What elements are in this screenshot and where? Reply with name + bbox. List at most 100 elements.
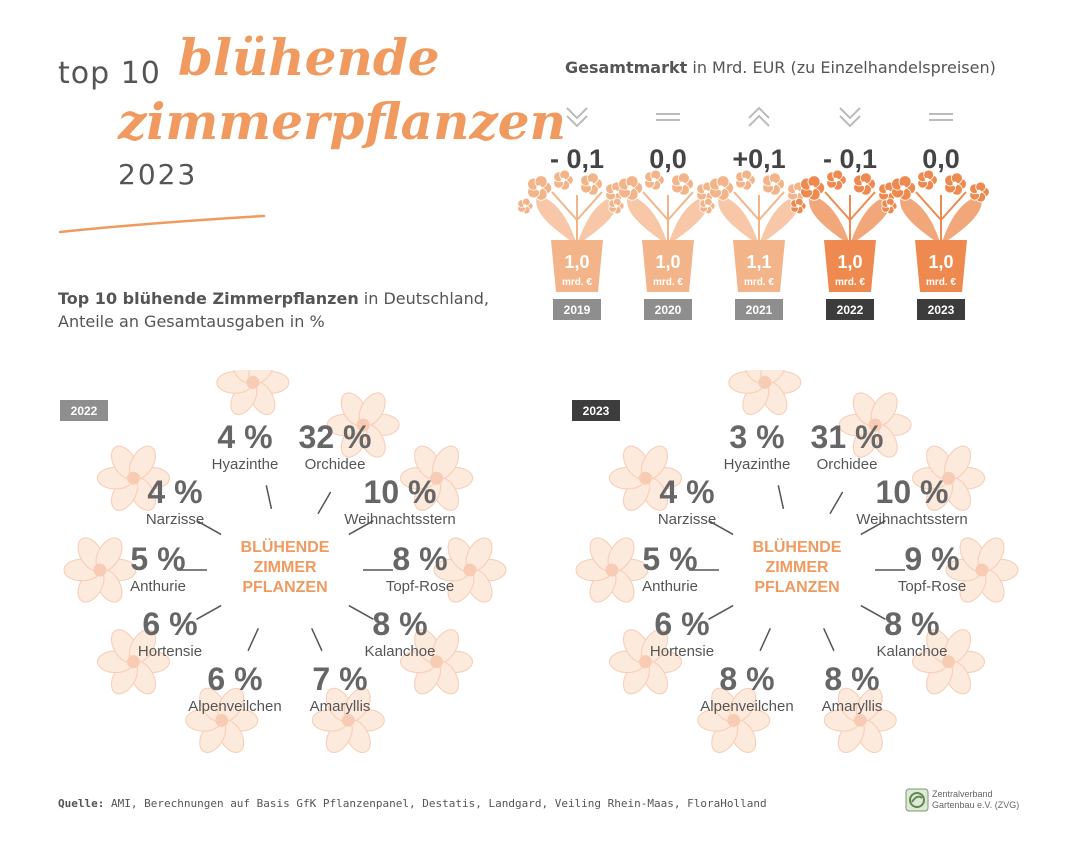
slice-value-label: 7 % (312, 661, 367, 697)
year-badge-label: 2023 (928, 303, 955, 317)
spoke-line (196, 520, 222, 536)
flower-pot (915, 240, 967, 292)
double-chevron-down-icon (566, 107, 588, 128)
flower-illustration-icon (608, 629, 682, 695)
slice-name-label: Hortensie (138, 643, 202, 660)
flower-pot (733, 240, 785, 292)
spoke-line (196, 604, 222, 620)
slice-value-label: 6 % (142, 606, 197, 642)
flower-bloom-icon (969, 181, 990, 203)
slice-kalanchoe: 8 %Kalanchoe (365, 606, 436, 660)
flower-bloom-icon (735, 169, 756, 191)
flower-bloom-icon (709, 175, 735, 201)
source-label: Quelle: (58, 797, 105, 810)
slice-hortensie: 6 %Hortensie (138, 606, 202, 660)
slice-value-label: 5 % (130, 541, 185, 577)
flower-pot (642, 240, 694, 292)
flower-illustration-icon (63, 537, 137, 603)
flower-illustration-icon (326, 392, 400, 458)
subtitle-rest: in Deutschland, (358, 289, 489, 308)
pot-value-label: 1,0 (655, 252, 680, 272)
source-text: AMI, Berechnungen auf Basis GfK Pflanzen… (104, 797, 767, 810)
flower-bloom-icon (800, 175, 826, 201)
spoke-line (777, 485, 785, 510)
change-label: 0,0 (922, 144, 960, 174)
flower-illustration-icon (185, 687, 259, 753)
flower-illustration-icon (400, 629, 474, 695)
pot-value-label: 1,0 (837, 252, 862, 272)
slice-name-label: Orchidee (817, 456, 878, 473)
spoke-line (759, 627, 772, 652)
center-label: ZIMMER (765, 559, 829, 576)
spoke-line (822, 627, 835, 652)
double-chevron-down-icon (839, 107, 861, 128)
center-label: ZIMMER (253, 559, 317, 576)
zvg-logo-text: Zentralverband Gartenbau e.V. (ZVG) (932, 789, 1019, 811)
slice-name-label: Weihnachtsstern (856, 511, 967, 528)
slice-name-label: Topf-Rose (386, 578, 454, 595)
slice-value-label: 5 % (642, 541, 697, 577)
flower-bloom-icon (853, 172, 876, 196)
slice-name-label: Topf-Rose (898, 578, 966, 595)
slice-value-label: 9 % (904, 541, 959, 577)
flower-plant-icon (517, 169, 626, 245)
slice-weihnachtsstern: 10 %Weihnachtsstern (856, 474, 967, 528)
slice-name-label: Anthurie (642, 578, 698, 595)
flower-illustration-icon (400, 445, 474, 511)
slice-value-label: 31 % (811, 419, 884, 455)
year-badge-label: 2020 (655, 303, 682, 317)
brush-stroke-divider (58, 214, 266, 234)
market-year-2023: 0,0 1,0 mrd. € 2023 (881, 113, 990, 320)
slice-name-label: Weihnachtsstern (344, 511, 455, 528)
subtitle: Top 10 blühende Zimmerpflanzen in Deutsc… (58, 287, 489, 333)
title-year: 2023 (118, 158, 198, 191)
year-badge (644, 299, 692, 320)
slice-narzisse: 4 %Narzisse (146, 474, 204, 528)
flower-bloom-icon (580, 172, 603, 196)
flower-bloom-icon (671, 172, 694, 196)
subtitle-line2: Anteile an Gesamtausgaben in % (58, 312, 325, 331)
center-label: BLÜHENDE (241, 537, 330, 556)
slice-value-label: 4 % (147, 474, 202, 510)
market-year-2022: - 0,1 1,0 mrd. € 2022 (790, 107, 899, 320)
flower-illustration-icon (697, 687, 771, 753)
flower-illustration-icon (728, 370, 802, 416)
spoke-line (860, 604, 886, 620)
pot-unit-label: mrd. € (653, 277, 683, 288)
market-title-bold: Gesamtmarkt (565, 58, 688, 77)
flower-pot (551, 240, 603, 292)
slice-value-label: 8 % (824, 661, 879, 697)
flower-plant-icon (608, 169, 717, 245)
year-badge (735, 299, 783, 320)
slice-name-label: Amaryllis (310, 698, 371, 715)
flower-bloom-icon (891, 175, 917, 201)
flower-illustration-icon (823, 687, 897, 753)
slice-kalanchoe: 8 %Kalanchoe (877, 606, 948, 660)
slice-amaryllis: 7 %Amaryllis (310, 661, 371, 715)
pot-value-label: 1,1 (746, 252, 771, 272)
center-label: PFLANZEN (242, 579, 327, 596)
zvg-logo-icon (905, 788, 929, 812)
slice-anthurie: 5 %Anthurie (130, 541, 186, 595)
spoke-line (708, 604, 734, 620)
market-year-2020: 0,0 1,0 mrd. € 2020 (608, 113, 717, 320)
year-badge (553, 299, 601, 320)
title-script-zimmerpflanzen: zimmerpflanzen (118, 92, 566, 151)
logo-line2: Gartenbau e.V. (ZVG) (932, 800, 1020, 810)
slice-amaryllis: 8 %Amaryllis (822, 661, 883, 715)
slice-value-label: 6 % (207, 661, 262, 697)
pot-unit-label: mrd. € (562, 277, 592, 288)
change-label: 0,0 (649, 144, 687, 174)
slice-name-label: Kalanchoe (365, 643, 436, 660)
slice-value-label: 8 % (719, 661, 774, 697)
flower-illustration-icon (838, 392, 912, 458)
market-year-2019: - 0,1 1,0 mrd. € 2019 (517, 107, 626, 320)
flower-illustration-icon (96, 629, 170, 695)
slice-name-label: Alpenveilchen (188, 698, 281, 715)
market-chart: - 0,1 1,0 mrd. € 2019 0,0 1,0 mrd. € 2020 +0,1 1,… (517, 106, 990, 320)
year-badge (917, 299, 965, 320)
title-top10: top 10 (58, 56, 161, 91)
slice-alpenveilchen: 6 %Alpenveilchen (188, 661, 281, 715)
spoke-line (247, 627, 260, 652)
flower-bloom-icon (944, 172, 967, 196)
